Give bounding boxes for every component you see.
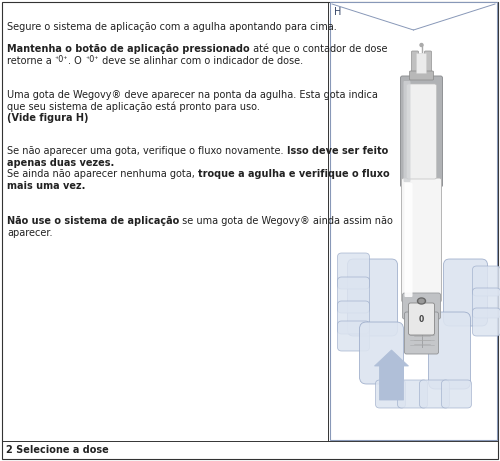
FancyBboxPatch shape bbox=[408, 303, 434, 335]
Text: Isso deve ser feito: Isso deve ser feito bbox=[286, 146, 388, 156]
Text: . O: . O bbox=[68, 55, 85, 65]
Text: H: H bbox=[334, 7, 342, 17]
FancyBboxPatch shape bbox=[376, 380, 406, 408]
FancyBboxPatch shape bbox=[402, 178, 442, 302]
FancyBboxPatch shape bbox=[428, 312, 470, 389]
FancyBboxPatch shape bbox=[444, 259, 488, 326]
FancyBboxPatch shape bbox=[412, 51, 418, 76]
Text: mais uma vez.: mais uma vez. bbox=[7, 181, 86, 190]
FancyBboxPatch shape bbox=[472, 266, 500, 296]
FancyBboxPatch shape bbox=[416, 53, 426, 73]
Text: Mantenha o botão de aplicação pressionado: Mantenha o botão de aplicação pressionad… bbox=[7, 44, 250, 54]
Text: retorne a: retorne a bbox=[7, 55, 55, 65]
FancyBboxPatch shape bbox=[472, 288, 500, 318]
Text: deve se alinhar com o indicador de dose.: deve se alinhar com o indicador de dose. bbox=[99, 55, 303, 65]
Text: Segure o sistema de aplicação com a agulha apontando para cima.: Segure o sistema de aplicação com a agul… bbox=[7, 22, 337, 32]
FancyBboxPatch shape bbox=[338, 321, 370, 351]
Text: apenas duas vezes.: apenas duas vezes. bbox=[7, 158, 114, 167]
FancyBboxPatch shape bbox=[338, 301, 370, 334]
FancyBboxPatch shape bbox=[404, 183, 412, 297]
Text: que seu sistema de aplicação está pronto para uso.: que seu sistema de aplicação está pronto… bbox=[7, 101, 260, 112]
FancyBboxPatch shape bbox=[338, 277, 370, 313]
Bar bbox=[330, 2, 497, 440]
FancyArrow shape bbox=[374, 350, 408, 400]
Text: ⁺0⁺: ⁺0⁺ bbox=[85, 55, 99, 65]
FancyBboxPatch shape bbox=[348, 259, 398, 336]
Text: 2 Selecione a dose: 2 Selecione a dose bbox=[6, 445, 109, 455]
FancyBboxPatch shape bbox=[402, 293, 440, 319]
FancyBboxPatch shape bbox=[400, 76, 442, 187]
Text: ⁺0⁺: ⁺0⁺ bbox=[55, 55, 68, 65]
FancyBboxPatch shape bbox=[338, 253, 370, 289]
FancyBboxPatch shape bbox=[420, 380, 450, 408]
FancyBboxPatch shape bbox=[360, 322, 404, 384]
FancyBboxPatch shape bbox=[398, 380, 428, 408]
FancyBboxPatch shape bbox=[404, 312, 438, 354]
Ellipse shape bbox=[419, 299, 424, 303]
Text: Se não aparecer uma gota, verifique o fluxo novamente.: Se não aparecer uma gota, verifique o fl… bbox=[7, 146, 286, 156]
Text: se uma gota de Wegovy® ainda assim não: se uma gota de Wegovy® ainda assim não bbox=[179, 216, 393, 226]
Text: Não use o sistema de aplicação: Não use o sistema de aplicação bbox=[7, 216, 179, 226]
FancyBboxPatch shape bbox=[406, 84, 436, 179]
Circle shape bbox=[420, 43, 423, 47]
FancyBboxPatch shape bbox=[472, 308, 500, 336]
Text: Uma gota de Wegovy® deve aparecer na ponta da agulha. Esta gota indica: Uma gota de Wegovy® deve aparecer na pon… bbox=[7, 90, 378, 100]
Text: (Vide figura H): (Vide figura H) bbox=[7, 113, 88, 123]
Text: Se ainda não aparecer nenhuma gota,: Se ainda não aparecer nenhuma gota, bbox=[7, 169, 198, 179]
Ellipse shape bbox=[418, 298, 426, 304]
FancyBboxPatch shape bbox=[410, 71, 434, 80]
Text: aparecer.: aparecer. bbox=[7, 227, 52, 237]
FancyBboxPatch shape bbox=[442, 380, 472, 408]
FancyBboxPatch shape bbox=[424, 51, 432, 76]
Text: troque a agulha e verifique o fluxo: troque a agulha e verifique o fluxo bbox=[198, 169, 390, 179]
FancyBboxPatch shape bbox=[404, 81, 410, 182]
Text: 0: 0 bbox=[419, 314, 424, 324]
Text: até que o contador de dose: até que o contador de dose bbox=[250, 44, 387, 54]
